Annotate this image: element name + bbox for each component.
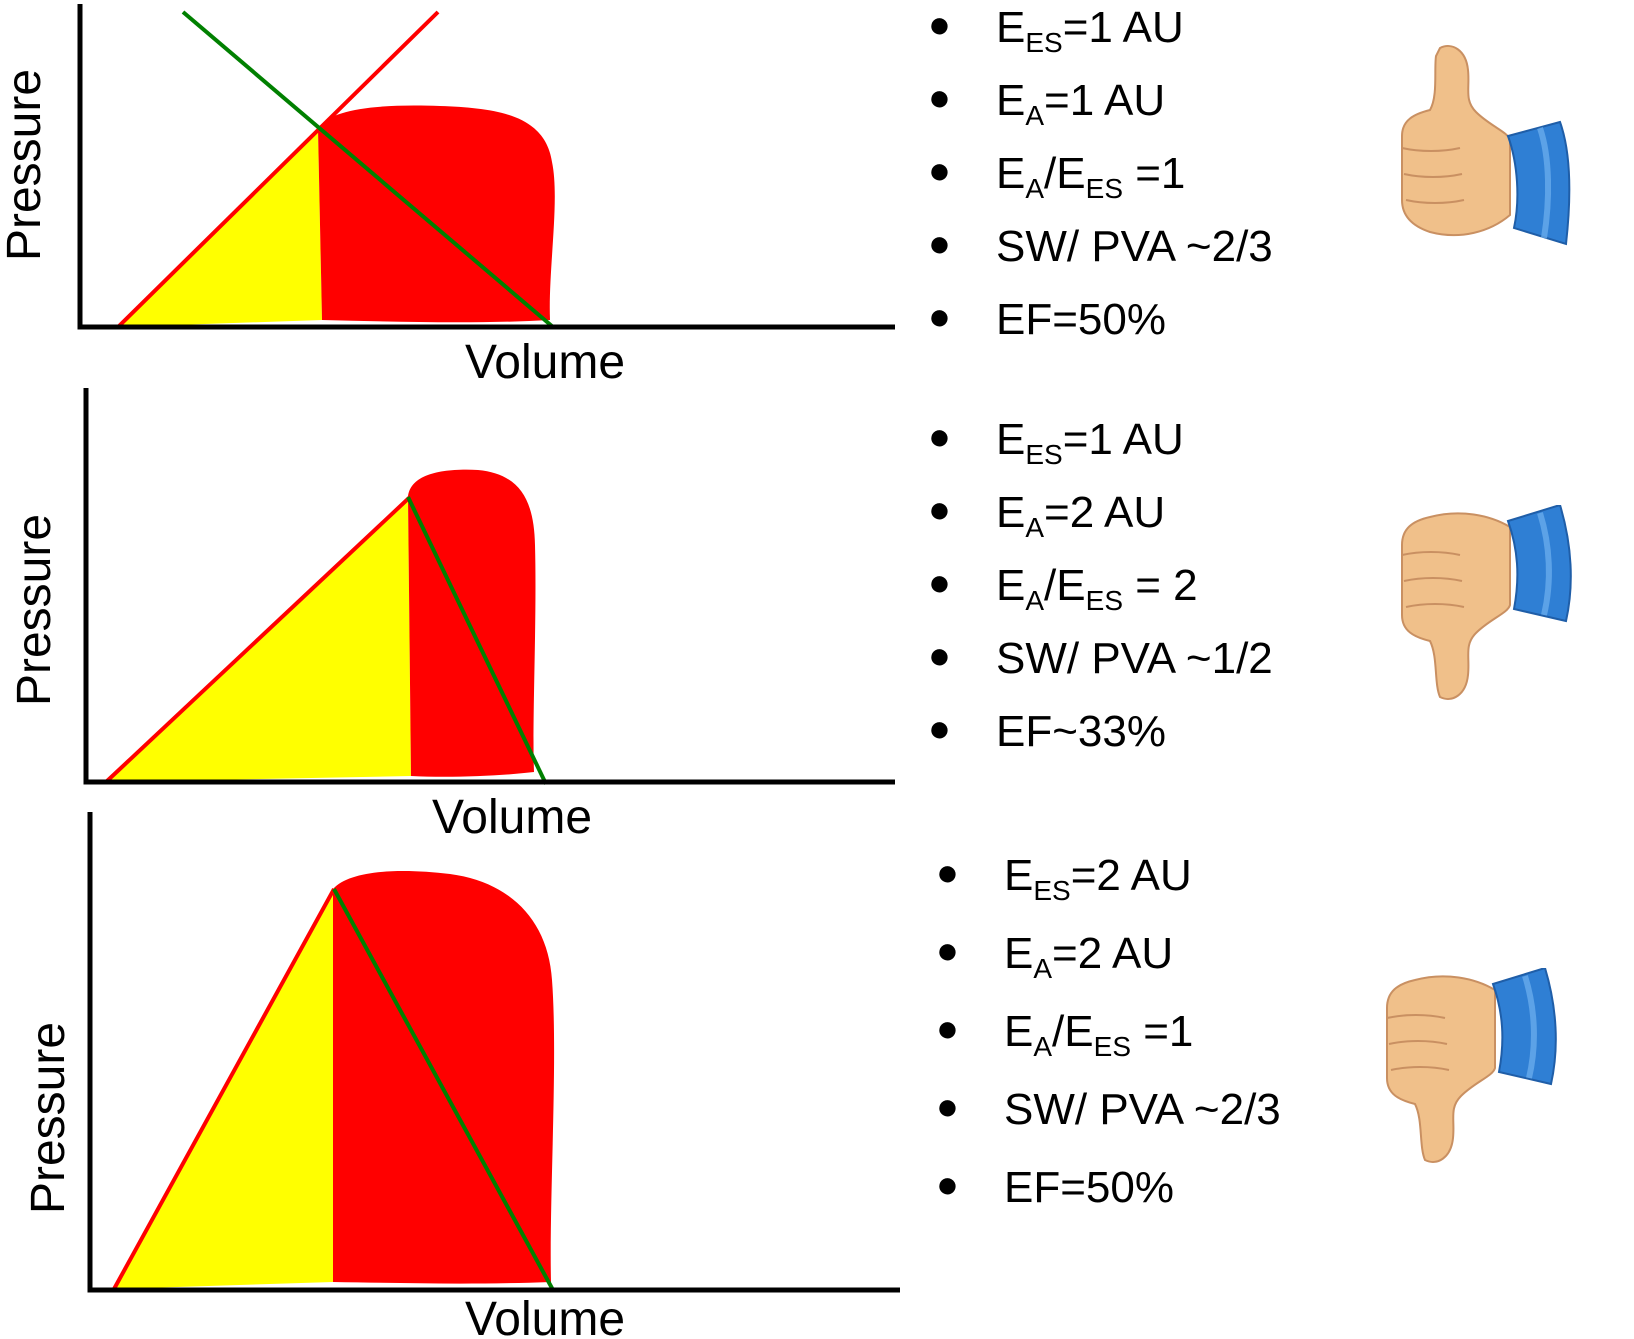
bullet: ●	[928, 4, 951, 46]
bullet: ●	[928, 635, 951, 677]
thumbs-down-icon	[1386, 968, 1557, 1163]
param-item: ● EES=1 AU	[928, 3, 1184, 58]
arterial-elastance-line	[332, 888, 555, 1291]
bullet: ●	[936, 1164, 959, 1206]
param-item: ● EF=50%	[936, 1163, 1174, 1212]
axes	[77, 4, 895, 330]
arterial-elastance-line	[181, 10, 555, 329]
param-item: ● EF~33%	[928, 707, 1166, 756]
x-axis-label: Volume	[465, 1293, 625, 1339]
bullet: ●	[928, 296, 951, 338]
param-item: ● EES=1 AU	[928, 415, 1184, 470]
bullet: ●	[936, 930, 959, 972]
param-item: ● EF=50%	[928, 295, 1166, 344]
espvr-line	[104, 495, 412, 784]
bullet: ●	[936, 852, 959, 894]
bullet: ●	[928, 489, 951, 531]
param-item: ● EA/EES =1	[928, 149, 1186, 204]
param-item: ● SW/ PVA ~2/3	[936, 1085, 1281, 1134]
bullet: ●	[928, 150, 951, 192]
arterial-elastance-line	[406, 496, 548, 785]
param-item: ● SW/ PVA ~2/3	[928, 222, 1273, 271]
y-axis-label: Pressure	[8, 514, 61, 706]
y-axis-label: Pressure	[22, 1022, 75, 1214]
param-item: ● EA=1 AU	[928, 76, 1166, 131]
pv-panel-3: Pressure Volume	[22, 812, 900, 1339]
bullet: ●	[928, 708, 951, 750]
bullet: ●	[928, 223, 951, 265]
x-axis-label: Volume	[465, 336, 625, 389]
thumbs-up-icon	[1401, 45, 1571, 246]
bullet: ●	[936, 1008, 959, 1050]
espvr-line	[112, 888, 336, 1290]
panel-1-parameter-list: ● EES=1 AU ● EA=1 AU ● EA/EES =1 ● SW/ PVA ~…	[928, 6, 1348, 371]
param-item: ● EA=2 AU	[936, 929, 1174, 984]
panel-2-parameter-list: ● EES=1 AU ● EA=2 AU ● EA/EES = 2 ● SW/ PVA …	[928, 418, 1348, 783]
espvr-line	[116, 10, 440, 329]
pv-panel-1: Pressure Volume	[0, 4, 895, 389]
stroke-work-loop	[333, 870, 555, 1284]
x-axis-label: Volume	[432, 791, 592, 844]
bullet: ●	[928, 562, 951, 604]
axes	[83, 388, 895, 785]
param-item: ● EA/EES = 2	[928, 561, 1198, 616]
param-item: ● SW/ PVA ~1/2	[928, 634, 1273, 683]
thumbs-down-icon	[1401, 505, 1572, 700]
bullet: ●	[936, 1086, 959, 1128]
y-axis-label: Pressure	[0, 69, 51, 261]
param-item: ● EES=2 AU	[936, 851, 1192, 906]
stroke-work-loop	[318, 105, 555, 323]
stroke-work-loop	[408, 469, 536, 777]
panel-3-parameter-list: ● EES=2 AU ● EA=2 AU ● EA/EES =1 ● SW/ PVA ~…	[936, 854, 1356, 1244]
param-item: ● EA=2 AU	[928, 488, 1166, 543]
bullet: ●	[928, 77, 951, 119]
param-item: ● EA/EES =1	[936, 1007, 1194, 1062]
axes	[87, 812, 900, 1293]
pv-panel-2: Pressure Volume	[8, 388, 895, 844]
bullet: ●	[928, 416, 951, 458]
